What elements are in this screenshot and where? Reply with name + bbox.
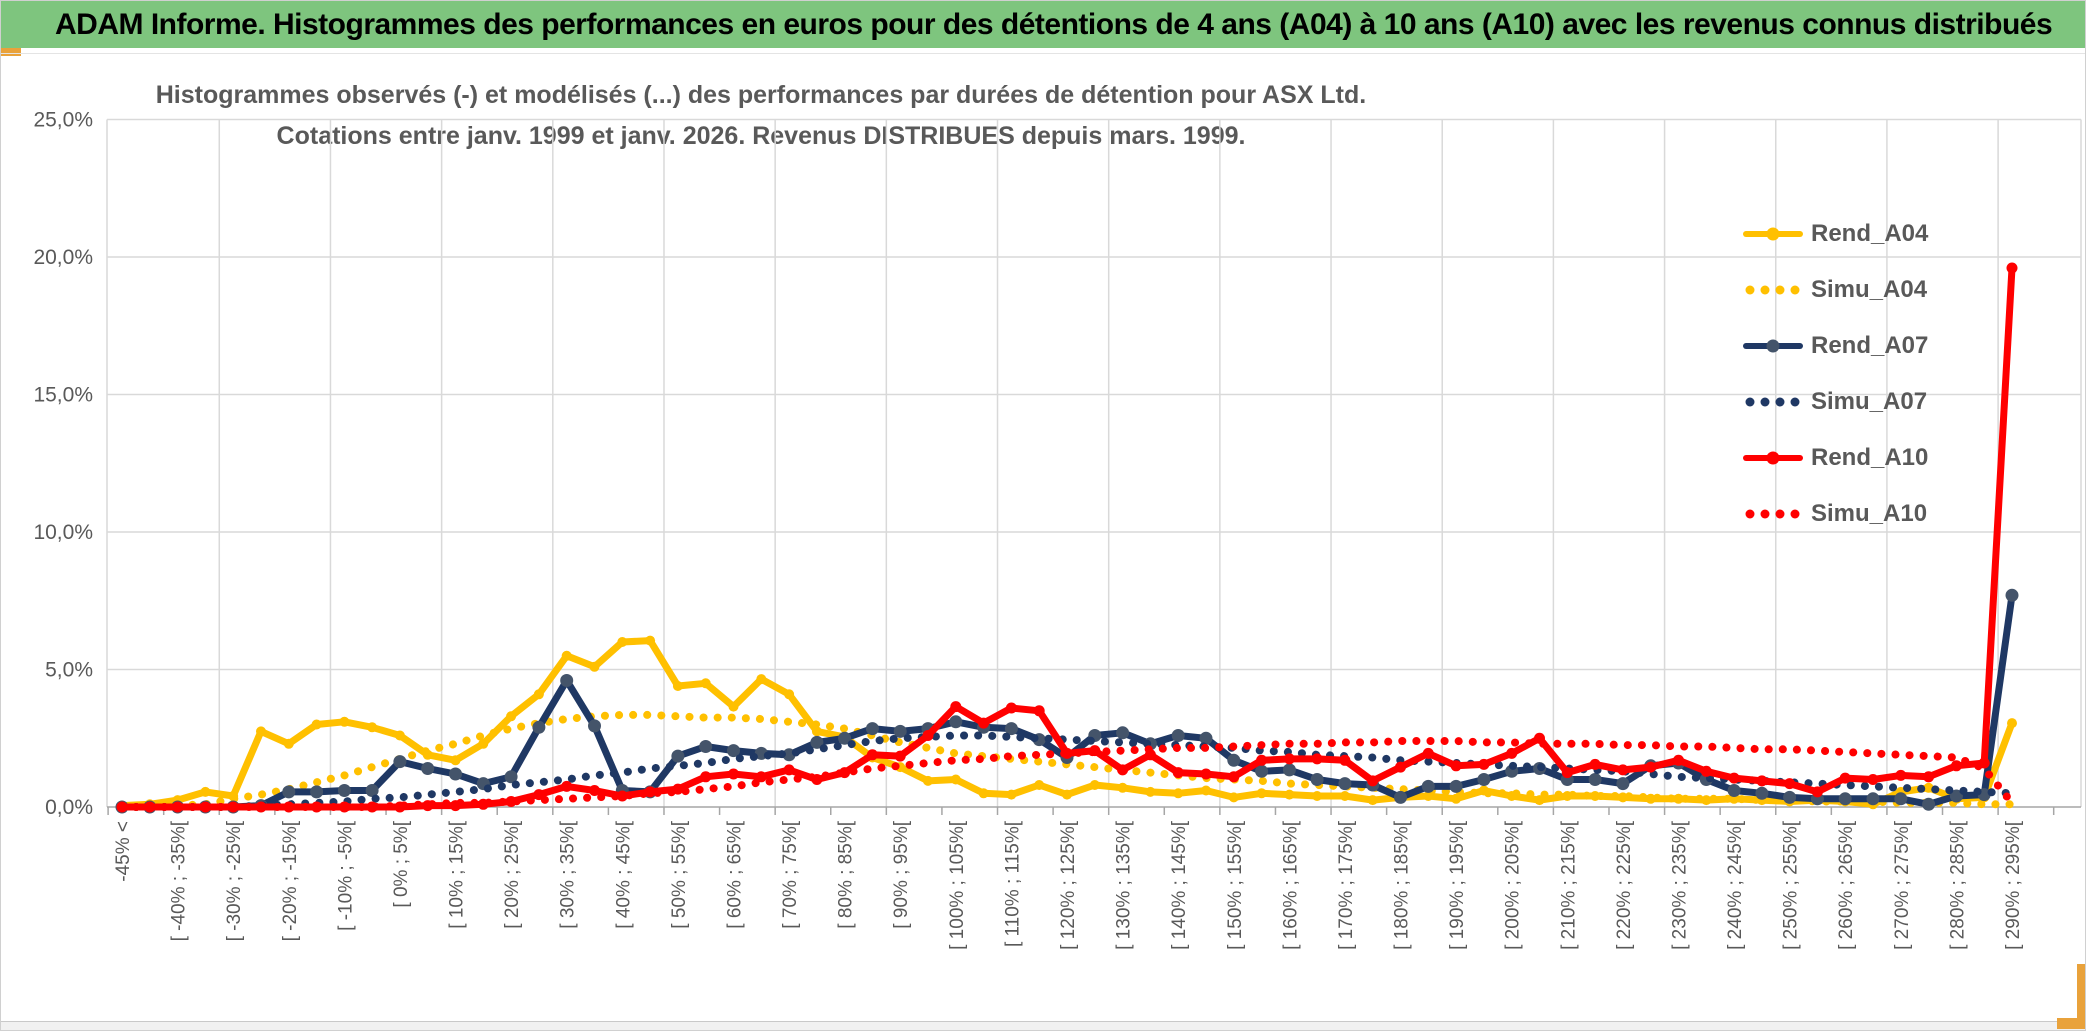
svg-text:[ 150% ; 155%[: [ 150% ; 155%[	[1225, 820, 1246, 950]
svg-text:[ -30% ; -25%[: [ -30% ; -25%[	[224, 820, 245, 941]
legend-item-Rend_A07: Rend_A07	[1743, 318, 1928, 374]
svg-text:[ 260% ; 265%[: [ 260% ; 265%[	[1836, 820, 1857, 950]
svg-text:10,0%: 10,0%	[33, 521, 93, 544]
y-gridlines	[107, 118, 2081, 671]
svg-text:[ 290% ; 295%[: [ 290% ; 295%[	[2003, 820, 2024, 950]
legend-item-Simu_A07: Simu_A07	[1743, 374, 1928, 430]
svg-text:[ 30% ; 35%[: [ 30% ; 35%[	[558, 820, 579, 928]
svg-text:[ 50% ; 55%[: [ 50% ; 55%[	[669, 820, 690, 928]
x-axis-labels: -45% < [ -40% ; -35%[ [ -30% ; -25%[ [ -20%…	[113, 820, 2024, 950]
legend-line-sample-icon	[1743, 339, 1803, 353]
legend-dotted-sample-icon	[1745, 509, 1800, 519]
chart-title-line2: Cotations entre janv. 1999 et janv. 2026…	[276, 122, 1246, 150]
legend-label: Rend_A07	[1811, 332, 1929, 359]
legend-label: Rend_A10	[1811, 444, 1929, 471]
series-Rend_A10	[116, 262, 2018, 813]
svg-text:25,0%: 25,0%	[33, 109, 93, 132]
svg-text:[ -20% ; -15%[: [ -20% ; -15%[	[280, 820, 301, 941]
legend-label: Rend_A04	[1811, 220, 1929, 247]
svg-text:[ -40% ; -35%[: [ -40% ; -35%[	[169, 820, 190, 941]
chart-legend: Rend_A04 Simu_A04 Rend_A07 Simu_A07 Rend…	[1743, 206, 1928, 542]
svg-text:[ 40% ; 45%[: [ 40% ; 45%[	[613, 820, 634, 928]
chart-title: Histogrammes observés (-) et modélisés (…	[111, 75, 1411, 157]
svg-text:[ 180% ; 185%[: [ 180% ; 185%[	[1392, 820, 1413, 950]
svg-text:[ 140% ; 145%[: [ 140% ; 145%[	[1169, 820, 1190, 950]
gold-corner-accent-topleft	[1, 48, 21, 56]
legend-label: Simu_A07	[1811, 388, 1928, 415]
svg-text:[ 110% ; 115%[: [ 110% ; 115%[	[1002, 820, 1023, 947]
legend-dotted-sample-icon	[1745, 285, 1800, 295]
svg-text:[ 170% ; 175%[: [ 170% ; 175%[	[1336, 820, 1357, 950]
svg-text:-45% <: -45% <	[113, 821, 134, 882]
svg-text:[ 60% ; 65%[: [ 60% ; 65%[	[724, 820, 745, 928]
svg-text:[ 200% ; 205%[: [ 200% ; 205%[	[1503, 820, 1524, 950]
legend-item-Simu_A04: Simu_A04	[1743, 262, 1928, 318]
svg-text:[ 270% ; 275%[: [ 270% ; 275%[	[1892, 820, 1913, 950]
legend-item-Simu_A10: Simu_A10	[1743, 486, 1928, 542]
gold-corner-accent-bottomright	[2057, 1018, 2085, 1029]
svg-text:[ 240% ; 245%[: [ 240% ; 245%[	[1725, 820, 1746, 950]
legend-line-sample-icon	[1743, 227, 1803, 241]
series-Simu_A04	[118, 710, 2016, 811]
header-bar: ADAM Informe. Histogrammes des performan…	[1, 1, 2085, 48]
svg-text:20,0%: 20,0%	[33, 246, 93, 269]
gold-corner-accent-right	[2077, 964, 2085, 1021]
header-divider	[1, 53, 2085, 54]
svg-text:[ 70% ; 75%[: [ 70% ; 75%[	[780, 820, 801, 928]
chart-title-line1: Histogrammes observés (-) et modélisés (…	[155, 81, 1367, 109]
svg-text:[ 190% ; 195%[: [ 190% ; 195%[	[1447, 820, 1468, 950]
window-bottom-edge	[1, 1021, 2085, 1030]
svg-text:[ 130% ; 135%[: [ 130% ; 135%[	[1114, 820, 1135, 950]
y-axis-labels: 0,0% 5,0% 10,0% 15,0% 20,0% 25,0%	[33, 109, 93, 820]
legend-item-Rend_A10: Rend_A10	[1743, 430, 1928, 486]
legend-label: Simu_A04	[1811, 276, 1928, 303]
svg-text:5,0%: 5,0%	[45, 659, 93, 682]
svg-text:[ 90% ; 95%[: [ 90% ; 95%[	[891, 820, 912, 928]
x-gridlines	[106, 119, 2082, 807]
legend-item-Rend_A04: Rend_A04	[1743, 206, 1928, 262]
svg-text:15,0%: 15,0%	[33, 384, 93, 407]
svg-text:[ 100% ; 105%[: [ 100% ; 105%[	[947, 820, 968, 950]
svg-text:[ 120% ; 125%[: [ 120% ; 125%[	[1058, 820, 1079, 950]
svg-text:[ 220% ; 225%[: [ 220% ; 225%[	[1614, 820, 1635, 950]
series-Simu_A10	[118, 737, 2016, 811]
legend-line-sample-icon	[1743, 451, 1803, 465]
svg-text:[ 210% ; 215%[: [ 210% ; 215%[	[1558, 820, 1579, 950]
svg-text:0,0%: 0,0%	[45, 796, 93, 819]
svg-text:[ 0% ; 5%[: [ 0% ; 5%[	[391, 820, 412, 907]
svg-text:[ 160% ; 165%[: [ 160% ; 165%[	[1280, 820, 1301, 950]
svg-text:[ 250% ; 255%[: [ 250% ; 255%[	[1781, 820, 1802, 950]
legend-dotted-sample-icon	[1745, 397, 1800, 407]
page-title: ADAM Informe. Histogrammes des performan…	[55, 7, 2053, 41]
svg-text:[ -10% ; -5%[: [ -10% ; -5%[	[335, 820, 356, 931]
legend-label: Simu_A10	[1811, 500, 1928, 527]
svg-text:[ 80% ; 85%[: [ 80% ; 85%[	[836, 820, 857, 928]
svg-text:[ 10% ; 15%[: [ 10% ; 15%[	[447, 820, 468, 928]
svg-text:[ 20% ; 25%[: [ 20% ; 25%[	[502, 820, 523, 928]
series-Simu_A07	[118, 731, 2016, 811]
svg-text:[ 280% ; 285%[: [ 280% ; 285%[	[1947, 820, 1968, 950]
svg-text:[ 230% ; 235%[: [ 230% ; 235%[	[1669, 820, 1690, 950]
